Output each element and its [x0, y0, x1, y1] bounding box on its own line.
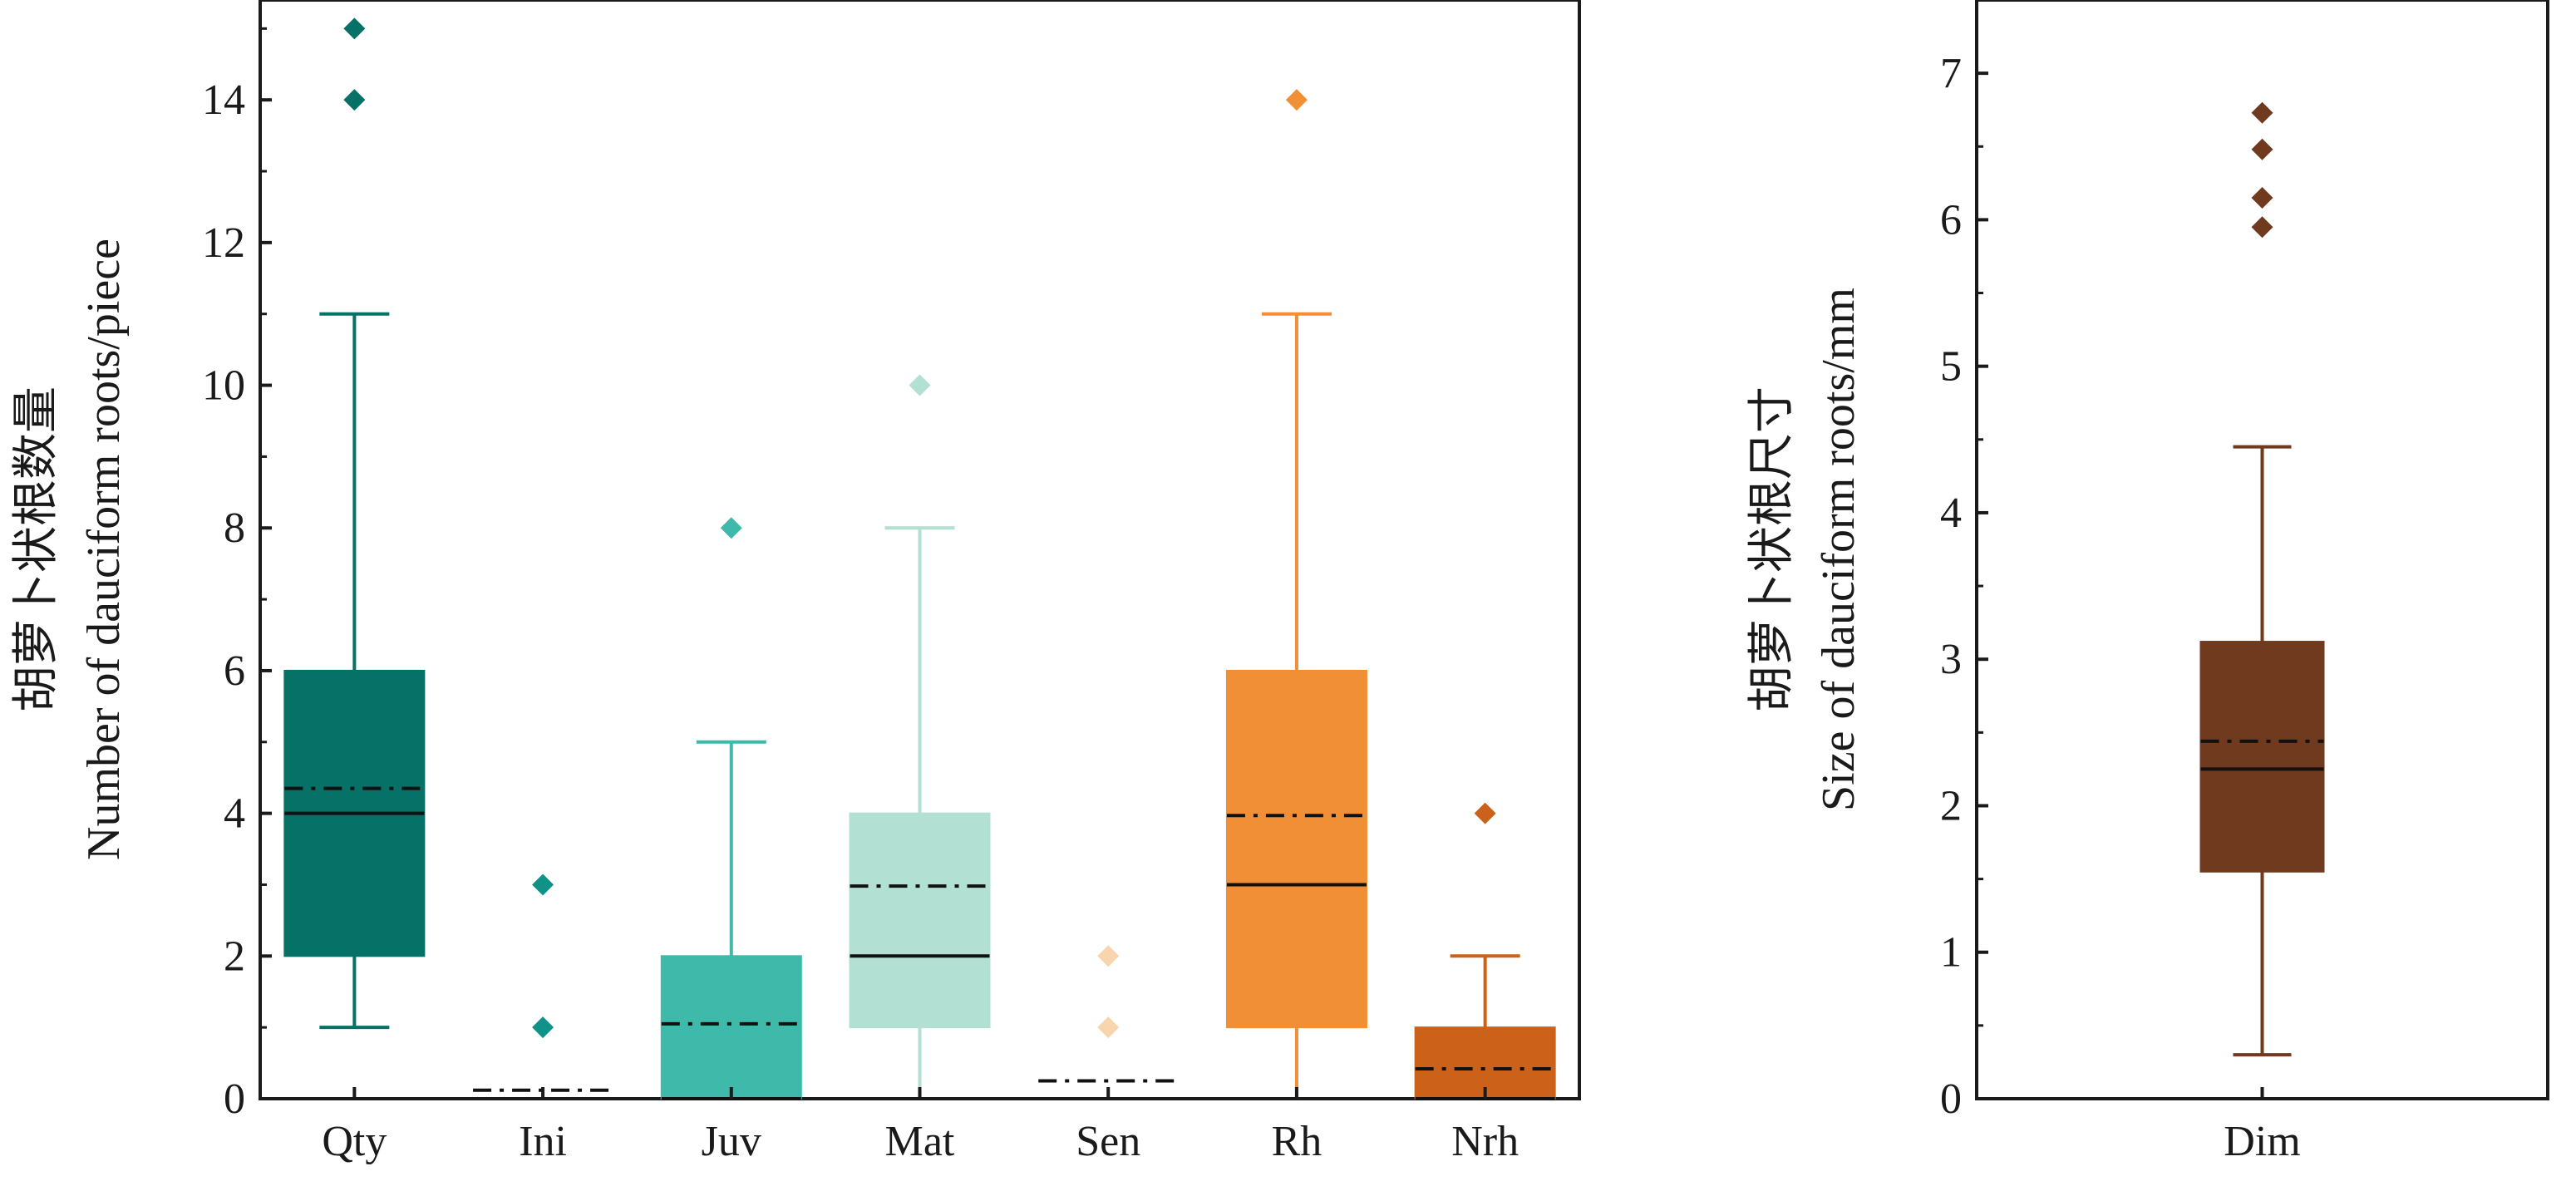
x-axis-left: Qty Ini Juv Mat Sen Rh Nrh	[322, 1087, 1519, 1165]
y-tick-label: 12	[202, 219, 245, 267]
y-tick-label: 10	[202, 362, 245, 410]
y-tick-label: 4	[1940, 490, 1962, 537]
y-tick-label: 2	[1940, 782, 1962, 829]
y-tick-label: 5	[1940, 343, 1962, 391]
outlier-point	[1285, 89, 1308, 111]
y-axis-right: 0 1 2 3 4 5 6 7	[1940, 0, 1988, 1123]
box-ini	[473, 874, 613, 1092]
x-tick-label: Juv	[702, 1118, 761, 1165]
outlier-point	[1097, 1016, 1120, 1039]
outlier-point	[532, 1016, 554, 1039]
y-axis-title-en-right: Size of dauciform roots/mm	[1813, 288, 1864, 811]
outlier-point	[532, 874, 554, 896]
outlier-point	[2251, 186, 2273, 209]
y-tick-label: 6	[1940, 196, 1962, 244]
outlier-point	[1474, 802, 1496, 824]
iqr-box	[660, 955, 802, 1100]
x-tick-label: Sen	[1076, 1118, 1140, 1165]
panel-number-of-roots: 0 2 4 6 8 10 12 14 Qty Ini Juv Mat Sen Rh Nrh 胡萝卜状根数量…	[11, 0, 1581, 1165]
outlier-point	[720, 517, 742, 539]
box-sen	[1038, 945, 1179, 1083]
x-tick-label: Qty	[322, 1118, 387, 1165]
box-series-left	[283, 17, 1556, 1100]
box-juv	[660, 517, 802, 1100]
box-rh	[1225, 89, 1367, 1099]
iqr-box	[2199, 641, 2325, 873]
iqr-box	[1225, 669, 1367, 1029]
y-tick-label: 2	[224, 933, 245, 980]
outlier-point	[2251, 216, 2273, 239]
outlier-point	[909, 374, 931, 396]
box-mat	[849, 374, 991, 1099]
outlier-point	[2251, 101, 2273, 124]
x-tick-label: Rh	[1272, 1118, 1322, 1165]
y-tick-label: 1	[1940, 929, 1962, 977]
x-tick-label: Ini	[519, 1118, 567, 1165]
box-dim	[2199, 101, 2325, 1057]
panel-size-of-roots: 0 1 2 3 4 5 6 7 Dim 胡萝卜状根尺寸 Size of dauciform r…	[1746, 0, 2549, 1165]
iqr-box	[1414, 1026, 1556, 1100]
y-axis-left: 0 2 4 6 8 10 12 14	[202, 27, 272, 1123]
outlier-point	[1097, 945, 1120, 967]
y-axis-title-en-left: Number of dauciform roots/piece	[78, 239, 130, 860]
box-qty	[283, 17, 426, 1030]
y-tick-label: 14	[202, 76, 245, 124]
x-tick-label: Nrh	[1451, 1118, 1519, 1165]
box-nrh	[1414, 802, 1556, 1100]
outlier-point	[343, 17, 366, 40]
outlier-point	[343, 89, 366, 111]
y-axis-title-cn-left: 胡萝卜状根数量	[11, 386, 62, 712]
y-tick-label: 4	[224, 790, 245, 838]
y-tick-label: 3	[1940, 636, 1962, 683]
y-tick-label: 7	[1940, 50, 1962, 97]
y-tick-label: 6	[224, 647, 245, 695]
y-tick-label: 0	[224, 1075, 245, 1123]
y-tick-label: 8	[224, 504, 245, 552]
x-tick-label: Mat	[885, 1118, 955, 1165]
x-tick-label: Dim	[2224, 1118, 2300, 1165]
y-axis-title-cn-right: 胡萝卜状根尺寸	[1746, 386, 1798, 712]
box-series-right	[2199, 101, 2325, 1057]
y-tick-label: 0	[1940, 1075, 1962, 1123]
outlier-point	[2251, 138, 2273, 160]
x-axis-right: Dim	[2224, 1087, 2301, 1165]
iqr-box	[849, 812, 991, 1029]
